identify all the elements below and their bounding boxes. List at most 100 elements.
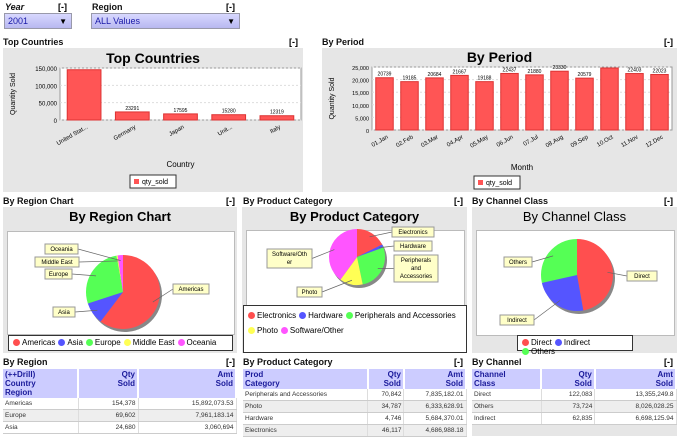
legend-item: Middle East — [124, 338, 175, 347]
table-cell: 7,961,183.14 — [138, 410, 236, 422]
x-axis-label: Month — [511, 163, 533, 172]
data-label: 22403 — [628, 68, 642, 74]
table-cell: Others — [472, 401, 541, 413]
bar-07.Jul — [526, 75, 544, 130]
product-chart-toggle[interactable]: [-] — [454, 196, 463, 206]
bar-08.Aug — [551, 71, 569, 130]
legend-item: Photo — [248, 326, 278, 335]
bar-Unit... — [212, 115, 246, 120]
region-table-toggle[interactable]: [-] — [226, 357, 235, 367]
bar-Germany — [115, 112, 149, 120]
year-value: 2001 — [8, 16, 28, 26]
x-tick-label: Germany — [113, 125, 137, 143]
column-header: Qty Sold — [541, 369, 595, 389]
legend-swatch — [478, 180, 483, 185]
pie-label: Software/Oth — [272, 252, 307, 258]
column-header[interactable]: Channel Class — [472, 369, 541, 389]
product-table-toggle[interactable]: [-] — [454, 357, 463, 367]
table-cell: Asia — [3, 422, 78, 434]
x-axis-label: Country — [166, 160, 194, 169]
legend-item: Indirect — [555, 338, 590, 347]
legend-dot — [281, 327, 288, 334]
bar-04.Apr — [451, 75, 469, 130]
y-tick-label: 25,000 — [352, 66, 369, 72]
leader-line — [322, 280, 352, 292]
legend-dot — [178, 339, 185, 346]
region-select[interactable]: ALL Values▼ — [91, 13, 240, 29]
legend-item: Direct — [522, 338, 552, 347]
pie-label: Oceania — [50, 247, 73, 253]
x-tick-label: 05.May — [469, 135, 489, 150]
by-period-toggle[interactable]: [-] — [664, 37, 673, 47]
year-collapse-toggle[interactable]: [-] — [58, 2, 67, 12]
x-tick-label: Unit... — [217, 124, 234, 137]
table-cell: 5,684,370.01 — [404, 413, 466, 425]
section-title-channel-chart: By Channel Class — [472, 196, 548, 206]
legend-item: Europe — [86, 338, 121, 347]
pie-label: and — [411, 266, 421, 272]
x-tick-label: 03.Mar — [420, 135, 439, 150]
y-tick-label: 100,000 — [35, 84, 57, 90]
x-tick-label: 08.Aug — [545, 135, 564, 150]
bar-01.Jan — [376, 78, 394, 130]
legend-item: Software/Other — [281, 326, 344, 335]
column-header: Amt Sold — [595, 369, 676, 389]
section-title-region-table: By Region — [3, 357, 48, 367]
y-axis-label: Quantity Sold — [10, 73, 17, 115]
pie-label: Direct — [634, 274, 650, 280]
column-header[interactable]: Prod Category — [243, 369, 368, 389]
x-tick-label: Italy — [269, 125, 282, 136]
bar-10.Oct — [601, 68, 619, 130]
pie-label: Americas — [178, 287, 203, 293]
pie-label: Indirect — [507, 318, 527, 324]
channel-table-toggle[interactable]: [-] — [664, 357, 673, 367]
y-tick-label: 0 — [366, 129, 369, 135]
pie-label: Accessories — [400, 274, 432, 280]
region-chart-toggle[interactable]: [-] — [226, 196, 235, 206]
legend-label: Middle East — [133, 338, 175, 347]
legend-item: Oceania — [178, 338, 217, 347]
top-countries-toggle[interactable]: [-] — [289, 37, 298, 47]
legend-label: Photo — [257, 326, 278, 335]
column-header[interactable]: (++Drill) Country Region — [3, 369, 78, 398]
pie-label: Asia — [58, 310, 70, 316]
chevron-down-icon: ▼ — [227, 17, 235, 26]
x-tick-label: 11.Nov — [620, 135, 639, 149]
data-label: 15280 — [222, 109, 236, 115]
year-select[interactable]: 2001▼ — [4, 13, 72, 29]
channel-chart-toggle[interactable]: [-] — [664, 196, 673, 206]
legend-dot — [346, 312, 353, 319]
table-cell: 122,083 — [541, 389, 595, 401]
y-tick-label: 5,000 — [355, 116, 369, 122]
legend-dot — [248, 312, 255, 319]
table-cell: Europe — [3, 410, 78, 422]
legend-dot — [522, 339, 529, 346]
table-cell: 34,787 — [368, 401, 404, 413]
data-label: 21667 — [453, 69, 467, 75]
x-tick-label: 10.Oct — [596, 134, 615, 148]
table-cell: 8,026,028.25 — [595, 401, 676, 413]
legend-item: Others — [522, 347, 555, 356]
legend-label: Indirect — [564, 338, 590, 347]
data-label: 19188 — [478, 76, 492, 82]
table-cell: 4,746 — [368, 413, 404, 425]
table-cell: 4,686,988.18 — [404, 425, 466, 437]
legend-label: Electronics — [257, 311, 296, 320]
bar-05.May — [476, 82, 494, 130]
region-collapse-toggle[interactable]: [-] — [226, 2, 235, 12]
table-cell: 13,355,249.8 — [595, 389, 676, 401]
column-header: Qty Sold — [368, 369, 404, 389]
table-cell: Photo — [243, 401, 368, 413]
legend-swatch — [134, 179, 139, 184]
